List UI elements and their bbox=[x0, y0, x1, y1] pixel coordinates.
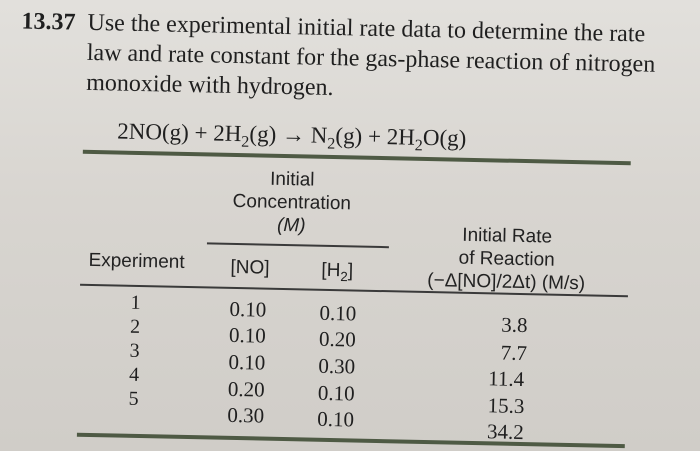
eq-plus-1: + bbox=[194, 120, 208, 146]
eq-n2: N2(g) bbox=[310, 122, 363, 153]
h2-5: 0.10 bbox=[317, 406, 355, 432]
h2-1: 0.10 bbox=[319, 300, 357, 326]
rate-1: 3.8 bbox=[501, 312, 528, 338]
eq-h2: 2H2(g) bbox=[213, 120, 277, 151]
exp-2: 2 bbox=[129, 315, 141, 339]
eq-plus-2: + bbox=[367, 123, 382, 150]
exp-4: 4 bbox=[128, 363, 140, 386]
exp-5: 5 bbox=[128, 387, 139, 410]
h2-4: 0.10 bbox=[317, 380, 355, 406]
problem-text: Use the experimental initial rate data t… bbox=[86, 9, 656, 102]
header-experiment: Experiment bbox=[88, 249, 185, 273]
no-1: 0.10 bbox=[229, 296, 267, 322]
exp-3: 3 bbox=[129, 339, 140, 362]
no-4: 0.20 bbox=[227, 376, 265, 402]
exp-1: 1 bbox=[130, 291, 141, 315]
rate-4: 15.3 bbox=[487, 393, 525, 419]
eq-no: 2NO(g) bbox=[117, 118, 190, 145]
rate-2: 7.7 bbox=[500, 340, 528, 366]
eq-h2o: 2H2O(g) bbox=[386, 124, 467, 155]
no-2: 0.10 bbox=[228, 322, 267, 348]
no-5: 0.30 bbox=[227, 402, 265, 428]
h2-2: 0.20 bbox=[318, 326, 356, 352]
experiment-column: 1 2 3 4 5 bbox=[128, 291, 141, 411]
problem-block: 13.37 Use the experimental initial rate … bbox=[21, 6, 662, 101]
table-bottom-rule bbox=[76, 432, 625, 449]
header-initial-rate: Initial Rate of Reaction (−Δ[NO]/2Δt) (M… bbox=[427, 224, 586, 295]
header-initial-concentration: Initial Concentration (M) bbox=[232, 168, 352, 237]
header-h2: [H2] bbox=[321, 259, 354, 285]
concentration-span-rule bbox=[206, 242, 389, 249]
eq-arrow: → bbox=[281, 121, 306, 148]
rate-3: 11.4 bbox=[487, 366, 525, 392]
no-3: 0.10 bbox=[228, 349, 266, 375]
h2-3: 0.30 bbox=[318, 353, 356, 379]
header-no: [NO] bbox=[230, 256, 270, 279]
problem-number: 13.37 bbox=[21, 8, 76, 36]
